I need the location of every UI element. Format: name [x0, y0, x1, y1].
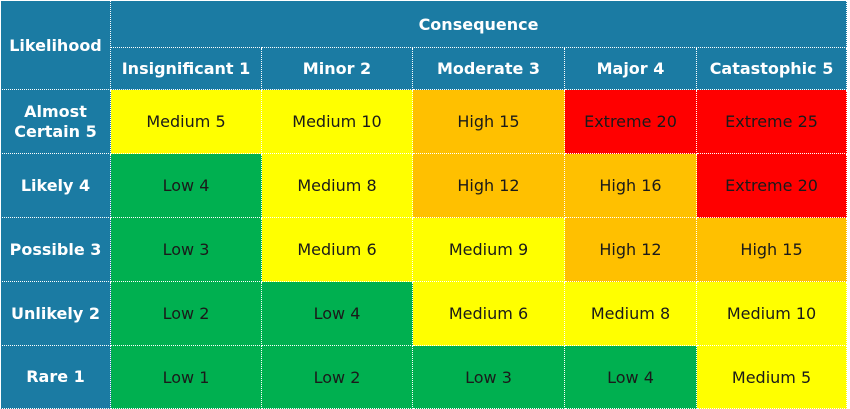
table-row: Rare 1 Low 1 Low 2 Low 3 Low 4 Medium 5	[0, 345, 848, 409]
table-row: Unlikely 2 Low 2 Low 4 Medium 6 Medium 8…	[0, 281, 848, 346]
risk-cell: Medium 9	[412, 217, 565, 282]
column-header: Minor 2	[261, 47, 413, 90]
risk-cell: High 16	[564, 153, 697, 218]
risk-cell: Medium 5	[110, 89, 262, 154]
table-row: Likely 4 Low 4 Medium 8 High 12 High 16 …	[0, 153, 848, 218]
risk-cell: Medium 5	[695, 345, 848, 409]
risk-cell: Extreme 20	[695, 153, 848, 218]
consequence-columns-row: Insignificant 1 Minor 2 Moderate 3 Major…	[1, 47, 848, 90]
risk-cell: Low 4	[261, 281, 413, 346]
risk-cell: Low 2	[110, 281, 262, 346]
risk-cell: High 12	[412, 153, 565, 218]
row-header: Unlikely 2	[0, 281, 111, 346]
risk-cell: High 15	[412, 89, 565, 154]
table-row: Almost Certain 5 Medium 5 Medium 10 High…	[0, 89, 848, 154]
risk-cell: High 15	[695, 217, 848, 282]
risk-cell: Medium 6	[261, 217, 413, 282]
column-header: Catastophic 5	[695, 47, 848, 90]
risk-cell: Low 3	[412, 345, 565, 409]
row-header: Almost Certain 5	[0, 89, 111, 154]
risk-cell: Medium 10	[695, 281, 848, 346]
risk-cell: Medium 8	[564, 281, 697, 346]
column-header: Major 4	[564, 47, 697, 90]
row-header: Possible 3	[0, 217, 111, 282]
table-row: Possible 3 Low 3 Medium 6 Medium 9 High …	[0, 217, 848, 282]
risk-cell: High 12	[564, 217, 697, 282]
risk-cell: Low 2	[261, 345, 413, 409]
matrix-body: Almost Certain 5 Medium 5 Medium 10 High…	[0, 89, 848, 409]
risk-cell: Medium 8	[261, 153, 413, 218]
row-header: Rare 1	[0, 345, 111, 409]
risk-cell: Low 1	[110, 345, 262, 409]
risk-cell: Medium 10	[261, 89, 413, 154]
risk-cell: Extreme 20	[564, 89, 697, 154]
consequence-header: Consequence	[109, 0, 848, 48]
row-header: Likely 4	[0, 153, 111, 218]
risk-cell: Low 4	[564, 345, 697, 409]
risk-cell: Low 4	[110, 153, 262, 218]
risk-cell: Medium 6	[412, 281, 565, 346]
risk-cell: Low 3	[110, 217, 262, 282]
likelihood-header: Likelihood	[0, 0, 111, 90]
risk-cell: Extreme 25	[695, 89, 848, 154]
column-header: Moderate 3	[412, 47, 565, 90]
column-header: Insignificant 1	[110, 47, 262, 90]
